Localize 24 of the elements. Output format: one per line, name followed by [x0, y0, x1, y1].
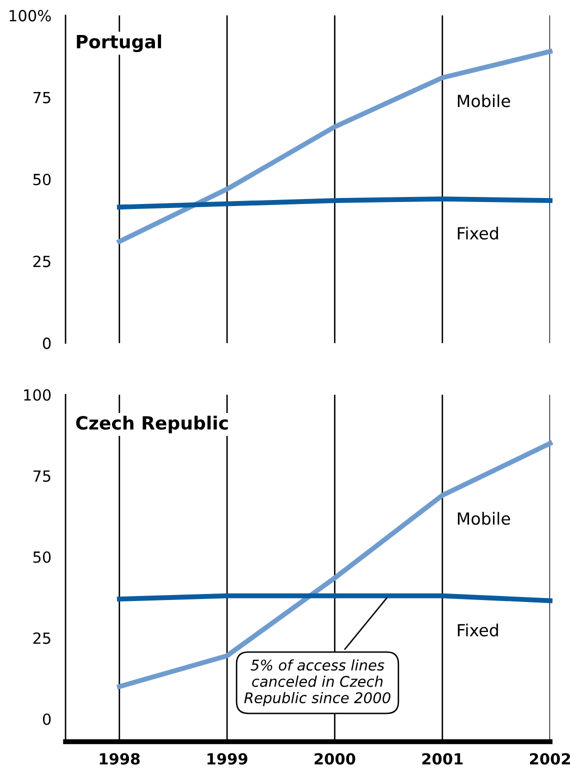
x-tick-label: 2001 [422, 753, 463, 765]
line-series [116, 196, 552, 210]
y-tick-label: 75 [33, 92, 50, 104]
x-tick-label: 1998 [100, 753, 140, 765]
y-tick-label: 100 [24, 389, 51, 401]
y-tick-label: 0 [42, 713, 51, 726]
series-label: Fixed [458, 226, 498, 240]
line-series [116, 440, 552, 690]
series-label: Mobile [458, 512, 510, 525]
annotation: 5% of access lines canceled in Czech Republic since 2000 [244, 659, 390, 706]
x-tick-label: 2000 [314, 753, 356, 765]
y-tick-label: 0 [42, 338, 51, 350]
x-tick-label: 1999 [208, 753, 248, 765]
series-label: Mobile [458, 94, 510, 108]
y-tick-label: 50 [33, 174, 51, 186]
y-tick-label: 50 [33, 551, 51, 563]
y-tick-label: 25 [33, 632, 50, 644]
text: Portugal [76, 34, 162, 52]
x-tick-label: 2002 [530, 753, 570, 765]
y-tick-label: 25 [33, 256, 50, 268]
text: Czech Republic [76, 416, 228, 434]
y-tick-label: 75 [33, 470, 50, 482]
y-tick-label: 100% [10, 10, 51, 22]
series-label: Fixed [458, 624, 498, 636]
